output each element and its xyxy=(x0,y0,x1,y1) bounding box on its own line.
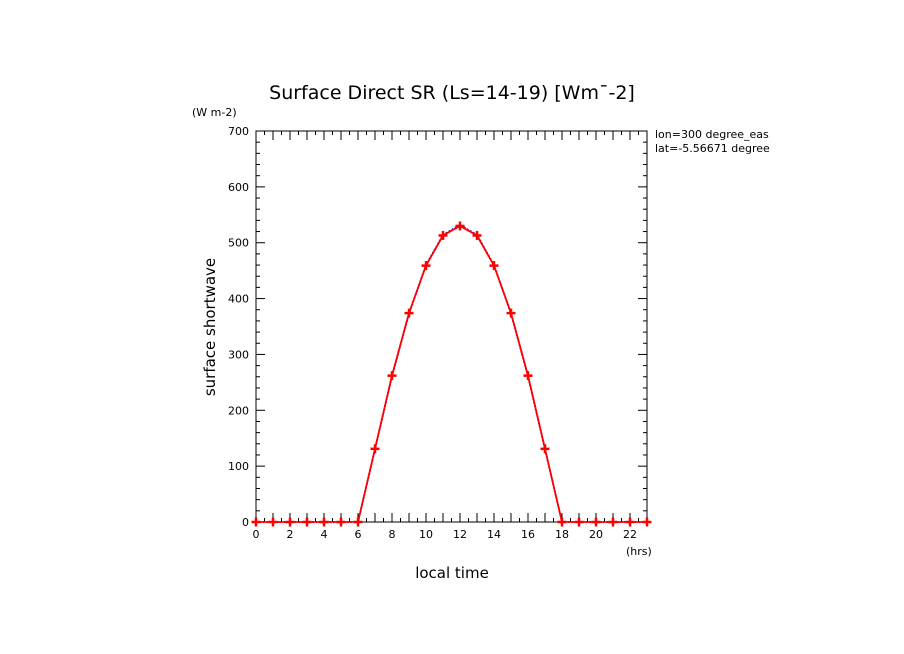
x-tick-label: 14 xyxy=(487,528,501,541)
x-tick-label: 2 xyxy=(287,528,294,541)
data-point-marker xyxy=(540,444,550,454)
data-point-marker xyxy=(557,517,567,527)
annotation-lat: lat=-5.56671 degree xyxy=(655,142,770,155)
y-tick-label: 200 xyxy=(228,404,249,417)
x-axis-label: local time xyxy=(415,564,489,582)
y-tick-label: 700 xyxy=(228,125,249,138)
data-point-marker xyxy=(370,444,380,454)
data-point-marker xyxy=(489,261,499,271)
y-tick-label: 100 xyxy=(228,460,249,473)
data-point-marker xyxy=(642,517,652,527)
data-point-marker xyxy=(455,221,465,231)
data-point-marker xyxy=(523,371,533,381)
x-tick-label: 0 xyxy=(253,528,260,541)
y-tick-label: 600 xyxy=(228,181,249,194)
data-point-marker xyxy=(404,308,414,318)
x-tick-label: 12 xyxy=(453,528,467,541)
data-point-marker xyxy=(421,261,431,271)
data-point-marker xyxy=(285,517,295,527)
data-point-marker xyxy=(472,230,482,240)
y-axis-label: surface shortwave xyxy=(201,258,219,396)
data-point-marker xyxy=(591,517,601,527)
y-tick-label: 400 xyxy=(228,293,249,306)
data-point-marker xyxy=(625,517,635,527)
data-point-marker xyxy=(506,308,516,318)
y-tick-label: 0 xyxy=(242,516,249,529)
data-point-marker xyxy=(608,517,618,527)
axes: 0 2 4 6 8 10 12 14 16 18 20 22 0 100 200 300 400 500 600 70… xyxy=(228,125,648,541)
x-tick-label: 4 xyxy=(321,528,328,541)
annotation-lon: lon=300 degree_eas xyxy=(655,128,769,141)
x-tick-label: 22 xyxy=(623,528,637,541)
y-tick-label: 500 xyxy=(228,237,249,250)
data-point-marker xyxy=(319,517,329,527)
series-line-0 xyxy=(256,223,647,523)
y-tick-label: 300 xyxy=(228,348,249,361)
data-point-marker xyxy=(336,517,346,527)
x-tick-label: 6 xyxy=(355,528,362,541)
data-point-marker xyxy=(251,517,261,527)
data-point-marker xyxy=(268,517,278,527)
x-tick-label: 16 xyxy=(521,528,535,541)
x-tick-label: 8 xyxy=(389,528,396,541)
chart-title: Surface Direct SR (Ls=14-19) [Wm¯-2] xyxy=(269,82,635,104)
y-unit-label: (W m-2) xyxy=(192,106,237,119)
data-point-marker xyxy=(353,517,363,527)
plot-frame xyxy=(255,130,648,523)
data-point-marker xyxy=(438,230,448,240)
data-point-marker xyxy=(387,371,397,381)
series-layer xyxy=(251,221,652,527)
data-point-marker xyxy=(302,517,312,527)
x-tick-label: 20 xyxy=(589,528,603,541)
data-point-marker xyxy=(574,517,584,527)
x-tick-label: 18 xyxy=(555,528,569,541)
x-tick-label: 10 xyxy=(419,528,433,541)
series-line-1 xyxy=(256,224,647,523)
x-unit-label: (hrs) xyxy=(626,545,652,558)
